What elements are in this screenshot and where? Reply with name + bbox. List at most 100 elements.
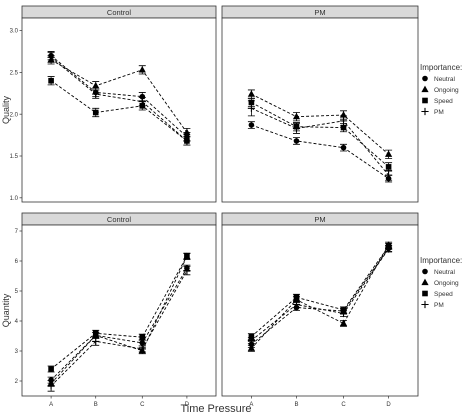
data-point bbox=[247, 336, 255, 345]
data-point bbox=[292, 124, 301, 132]
data-point bbox=[184, 253, 190, 259]
x-tick-label: B bbox=[94, 402, 98, 408]
series-line bbox=[251, 244, 389, 349]
data-point bbox=[138, 98, 146, 106]
series-line bbox=[251, 102, 389, 168]
y-tick-label: 1.5 bbox=[10, 154, 19, 160]
data-point bbox=[292, 300, 301, 309]
series-line bbox=[50, 55, 188, 138]
series-line bbox=[251, 124, 389, 179]
data-point bbox=[247, 344, 255, 351]
legend-key bbox=[421, 85, 429, 93]
y-tick-label: 2.0 bbox=[10, 112, 19, 118]
series-line bbox=[50, 256, 188, 384]
x-tick-label: C bbox=[140, 402, 145, 408]
data-point bbox=[293, 138, 300, 144]
data-point bbox=[138, 345, 146, 353]
x-tick-label: D bbox=[386, 402, 391, 408]
legend-label: Ongoing bbox=[434, 280, 459, 287]
series-line bbox=[50, 270, 188, 387]
legend-title: Importance: bbox=[420, 256, 462, 265]
series-line bbox=[251, 248, 389, 341]
data-point bbox=[183, 137, 191, 145]
series-line bbox=[50, 56, 188, 142]
legend-label: PM bbox=[434, 302, 444, 309]
data-point bbox=[47, 53, 55, 61]
data-point bbox=[385, 171, 393, 179]
series-line bbox=[251, 107, 389, 176]
data-point bbox=[247, 104, 255, 112]
data-point bbox=[385, 245, 393, 253]
data-point bbox=[139, 93, 146, 100]
data-point bbox=[139, 340, 146, 346]
series-line bbox=[251, 246, 389, 337]
legend-key bbox=[422, 290, 428, 297]
legend-key bbox=[421, 107, 429, 116]
facet-strip-label: Control bbox=[107, 8, 132, 17]
data-point bbox=[340, 144, 347, 151]
series-line bbox=[251, 93, 389, 155]
data-point bbox=[183, 128, 191, 136]
legend-label: Neutral bbox=[434, 76, 456, 83]
legend-key bbox=[422, 97, 428, 104]
x-tick-label: B bbox=[294, 402, 298, 408]
legend-label: Ongoing bbox=[434, 87, 459, 94]
data-point bbox=[385, 150, 393, 157]
data-point bbox=[183, 267, 191, 275]
facet-strip-label: PM bbox=[314, 215, 325, 224]
y-tick-label: 2.5 bbox=[10, 71, 19, 77]
x-tick-label: D bbox=[185, 402, 190, 408]
data-point bbox=[139, 334, 146, 340]
data-point bbox=[248, 333, 255, 340]
data-point bbox=[92, 109, 99, 116]
y-tick-label: 5 bbox=[15, 289, 19, 295]
legend-key bbox=[422, 75, 428, 82]
legend-key bbox=[421, 300, 429, 309]
data-point bbox=[48, 77, 54, 84]
data-point bbox=[247, 90, 255, 97]
y-tick-label: 1.0 bbox=[10, 196, 19, 202]
series-line bbox=[50, 59, 188, 133]
y-tick-label: 6 bbox=[15, 259, 19, 265]
x-tick-label: C bbox=[341, 402, 346, 408]
x-axis-title: Time Pressure bbox=[180, 403, 251, 415]
data-point bbox=[92, 90, 100, 98]
legend-key bbox=[421, 278, 429, 286]
legend-title: Importance: bbox=[420, 63, 462, 72]
legend-key bbox=[422, 268, 428, 275]
y-tick-label: 3.0 bbox=[10, 29, 19, 35]
legend-label: Speed bbox=[434, 291, 453, 298]
data-point bbox=[92, 81, 100, 89]
data-point bbox=[248, 122, 255, 128]
data-point bbox=[92, 330, 99, 337]
legend-label: Speed bbox=[434, 98, 453, 105]
y-axis-title: Quality bbox=[1, 95, 11, 124]
data-point bbox=[385, 164, 392, 170]
data-point bbox=[292, 112, 301, 120]
data-point bbox=[339, 319, 348, 326]
data-point bbox=[138, 65, 146, 73]
y-axis-title: Quantity bbox=[1, 293, 11, 327]
panel-border bbox=[21, 17, 217, 203]
legend-label: PM bbox=[434, 109, 444, 116]
facet-strip-label: Control bbox=[107, 215, 132, 224]
y-tick-label: 2 bbox=[15, 379, 19, 385]
y-tick-label: 4 bbox=[15, 319, 19, 325]
x-tick-label: A bbox=[49, 402, 53, 408]
series-line bbox=[50, 267, 188, 381]
data-point bbox=[340, 124, 347, 131]
data-point bbox=[92, 337, 100, 345]
y-tick-label: 7 bbox=[15, 229, 19, 235]
x-tick-label: A bbox=[249, 402, 253, 408]
data-point bbox=[339, 117, 348, 125]
facet-strip-label: PM bbox=[314, 8, 325, 17]
data-point bbox=[293, 294, 300, 301]
data-point bbox=[339, 309, 348, 318]
data-point bbox=[48, 366, 54, 372]
data-point bbox=[47, 382, 55, 390]
series-line bbox=[50, 255, 188, 370]
legend-label: Neutral bbox=[434, 269, 456, 276]
y-tick-label: 3 bbox=[15, 349, 19, 355]
series-line bbox=[50, 80, 188, 142]
